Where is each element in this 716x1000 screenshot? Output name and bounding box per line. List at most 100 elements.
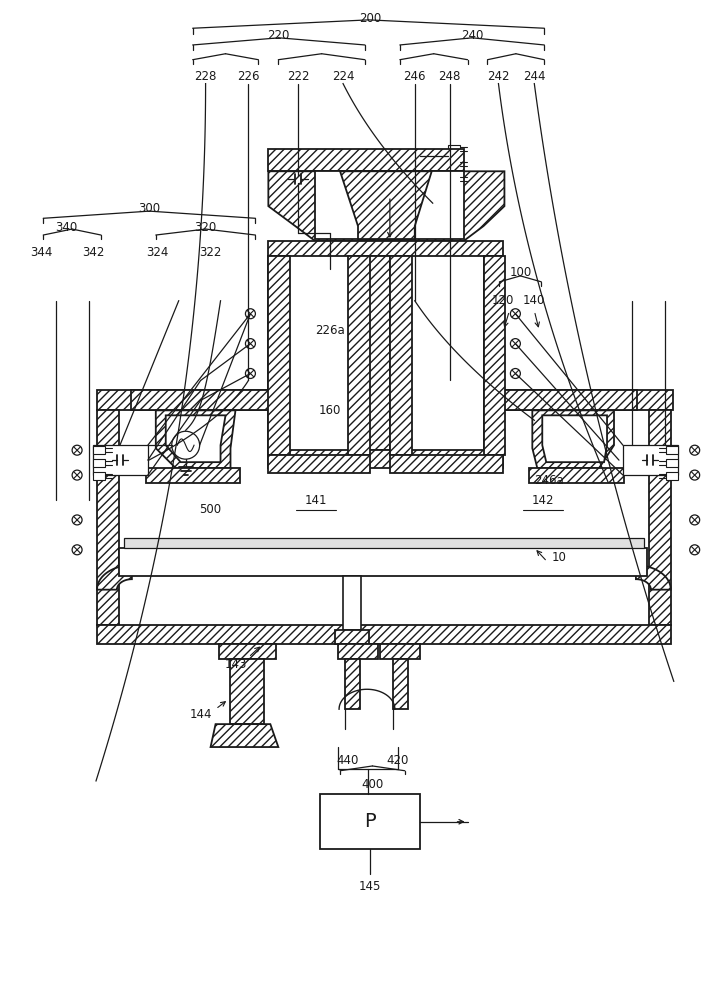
Text: 222: 222 [287, 70, 309, 83]
Text: 120: 120 [491, 294, 513, 307]
Bar [448, 160, 460, 168]
Circle shape [690, 515, 700, 525]
Text: 240: 240 [461, 29, 484, 42]
Bar [498, 390, 637, 410]
Bar [268, 455, 370, 473]
Text: P: P [364, 812, 376, 831]
Bar [97, 625, 671, 644]
Text: 248: 248 [438, 70, 461, 83]
Circle shape [72, 545, 82, 555]
Circle shape [511, 339, 521, 349]
Bar [320, 794, 420, 849]
Bar [666, 446, 678, 454]
Circle shape [690, 545, 700, 555]
Polygon shape [156, 410, 236, 468]
Bar [483, 256, 503, 450]
Bar [268, 149, 463, 171]
Bar [338, 644, 378, 659]
Circle shape [690, 445, 700, 455]
Text: 440: 440 [337, 754, 359, 767]
Text: 342: 342 [82, 246, 105, 259]
Bar [368, 256, 390, 450]
Text: 500: 500 [200, 503, 222, 516]
Polygon shape [268, 171, 505, 241]
Bar [390, 455, 503, 473]
Text: 300: 300 [137, 202, 160, 215]
Circle shape [511, 369, 521, 378]
Bar [93, 445, 147, 475]
Text: 144: 144 [189, 708, 212, 721]
Polygon shape [315, 171, 463, 239]
Polygon shape [636, 565, 671, 590]
Text: 160: 160 [319, 404, 342, 417]
Text: 344: 344 [30, 246, 52, 259]
Bar [97, 410, 119, 625]
Text: 340: 340 [55, 221, 77, 234]
Bar [380, 644, 420, 659]
Circle shape [511, 309, 521, 319]
Circle shape [72, 445, 82, 455]
Text: 140: 140 [523, 294, 546, 307]
Bar [343, 576, 361, 630]
Bar [649, 410, 671, 625]
Text: 141: 141 [305, 494, 327, 507]
Bar [390, 256, 412, 455]
Bar [131, 390, 271, 410]
Text: 226: 226 [237, 70, 260, 83]
Circle shape [246, 339, 256, 349]
Bar [666, 459, 678, 467]
Text: 246a: 246a [534, 474, 564, 487]
Polygon shape [340, 171, 432, 239]
Bar [448, 145, 460, 153]
Bar [448, 175, 460, 183]
Text: 143: 143 [224, 658, 247, 671]
Text: 322: 322 [199, 246, 222, 259]
Bar [268, 256, 289, 450]
Circle shape [172, 431, 200, 459]
Bar [483, 256, 505, 455]
Bar [503, 390, 673, 410]
Text: 200: 200 [359, 12, 381, 25]
Text: 320: 320 [195, 221, 217, 234]
Circle shape [72, 470, 82, 480]
Bar [268, 450, 503, 468]
Text: 228: 228 [195, 70, 217, 83]
Bar [93, 446, 105, 454]
Bar [666, 472, 678, 480]
Polygon shape [532, 410, 614, 468]
Bar [268, 256, 290, 455]
Bar [218, 644, 276, 659]
Text: 224: 224 [332, 70, 354, 83]
Polygon shape [97, 565, 132, 590]
Bar [119, 548, 647, 576]
Circle shape [72, 515, 82, 525]
Bar [146, 468, 241, 483]
Bar [231, 659, 264, 724]
Text: 145: 145 [359, 880, 381, 893]
Bar [348, 256, 370, 455]
Polygon shape [542, 415, 607, 462]
Bar [124, 538, 644, 548]
Bar [335, 630, 369, 644]
Text: 10: 10 [552, 551, 566, 564]
Circle shape [246, 309, 256, 319]
Polygon shape [165, 415, 226, 462]
Text: 142: 142 [532, 494, 554, 507]
Bar [268, 241, 503, 256]
Text: 226a: 226a [315, 324, 345, 337]
Bar [529, 468, 624, 483]
Text: 420: 420 [387, 754, 409, 767]
Text: 244: 244 [523, 70, 546, 83]
Text: 242: 242 [487, 70, 510, 83]
Polygon shape [211, 724, 279, 747]
Bar [393, 659, 408, 709]
Text: 400: 400 [362, 778, 384, 791]
Bar [623, 445, 678, 475]
Bar [345, 659, 360, 709]
Text: 220: 220 [267, 29, 289, 42]
Text: 100: 100 [509, 266, 531, 279]
Bar [97, 390, 266, 410]
Circle shape [246, 369, 256, 378]
Text: 246: 246 [404, 70, 426, 83]
Bar [93, 472, 105, 480]
